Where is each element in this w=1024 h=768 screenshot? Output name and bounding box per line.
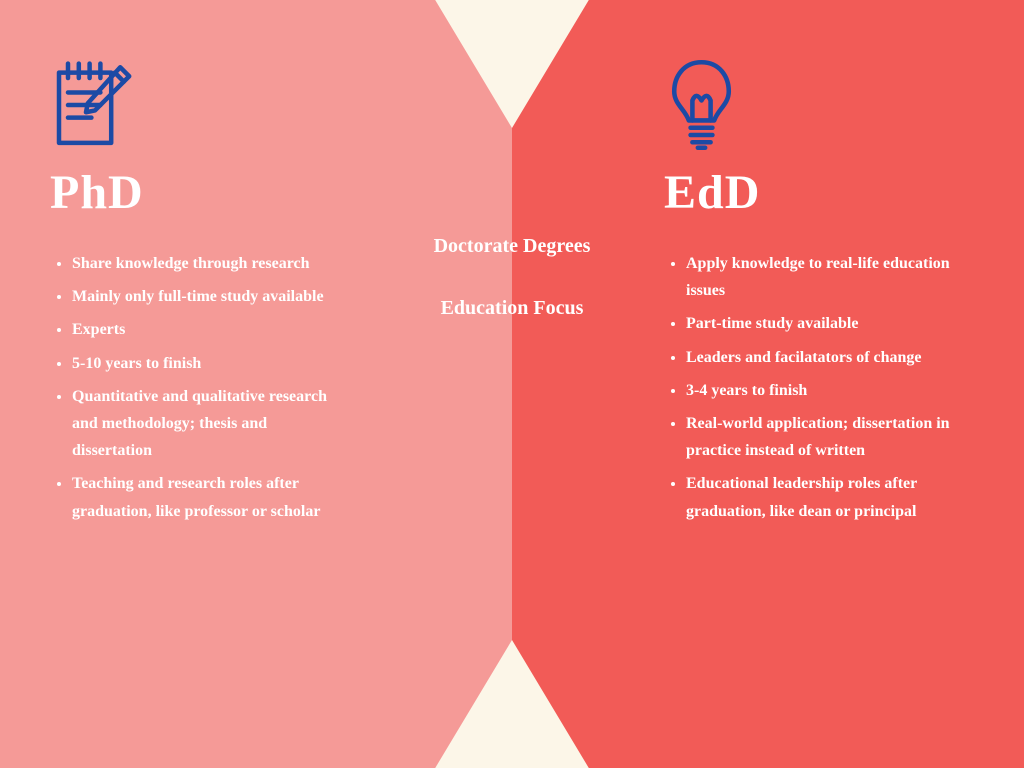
list-item: Apply knowledge to real-life education i… xyxy=(686,250,974,304)
left-content: PhD Share knowledge through research Mai… xyxy=(50,55,360,531)
left-title: PhD xyxy=(50,165,360,220)
list-item: 3-4 years to finish xyxy=(686,377,974,404)
notepad-pencil-icon xyxy=(50,55,360,155)
right-title: EdD xyxy=(664,165,974,220)
center-text-1: Doctorate Degrees xyxy=(412,230,612,262)
list-item: Part-time study available xyxy=(686,310,974,337)
list-item: Quantitative and qualitative research an… xyxy=(72,383,360,465)
list-item: Educational leadership roles after gradu… xyxy=(686,470,974,524)
left-panel: PhD Share knowledge through research Mai… xyxy=(0,0,512,768)
list-item: Real-world application; dissertation in … xyxy=(686,410,974,464)
right-panel: EdD Apply knowledge to real-life educati… xyxy=(512,0,1024,768)
list-item: Leaders and facilatators of change xyxy=(686,344,974,371)
left-list: Share knowledge through research Mainly … xyxy=(50,250,360,525)
list-item: Experts xyxy=(72,316,360,343)
list-item: Mainly only full-time study available xyxy=(72,283,360,310)
right-list: Apply knowledge to real-life education i… xyxy=(664,250,974,525)
lightbulb-icon xyxy=(664,55,974,155)
list-item: Share knowledge through research xyxy=(72,250,360,277)
list-item: 5-10 years to finish xyxy=(72,350,360,377)
center-text-2: Education Focus xyxy=(412,292,612,324)
right-content: EdD Apply knowledge to real-life educati… xyxy=(664,55,974,531)
center-overlap: Doctorate Degrees Education Focus xyxy=(412,230,612,354)
list-item: Teaching and research roles after gradua… xyxy=(72,470,360,524)
